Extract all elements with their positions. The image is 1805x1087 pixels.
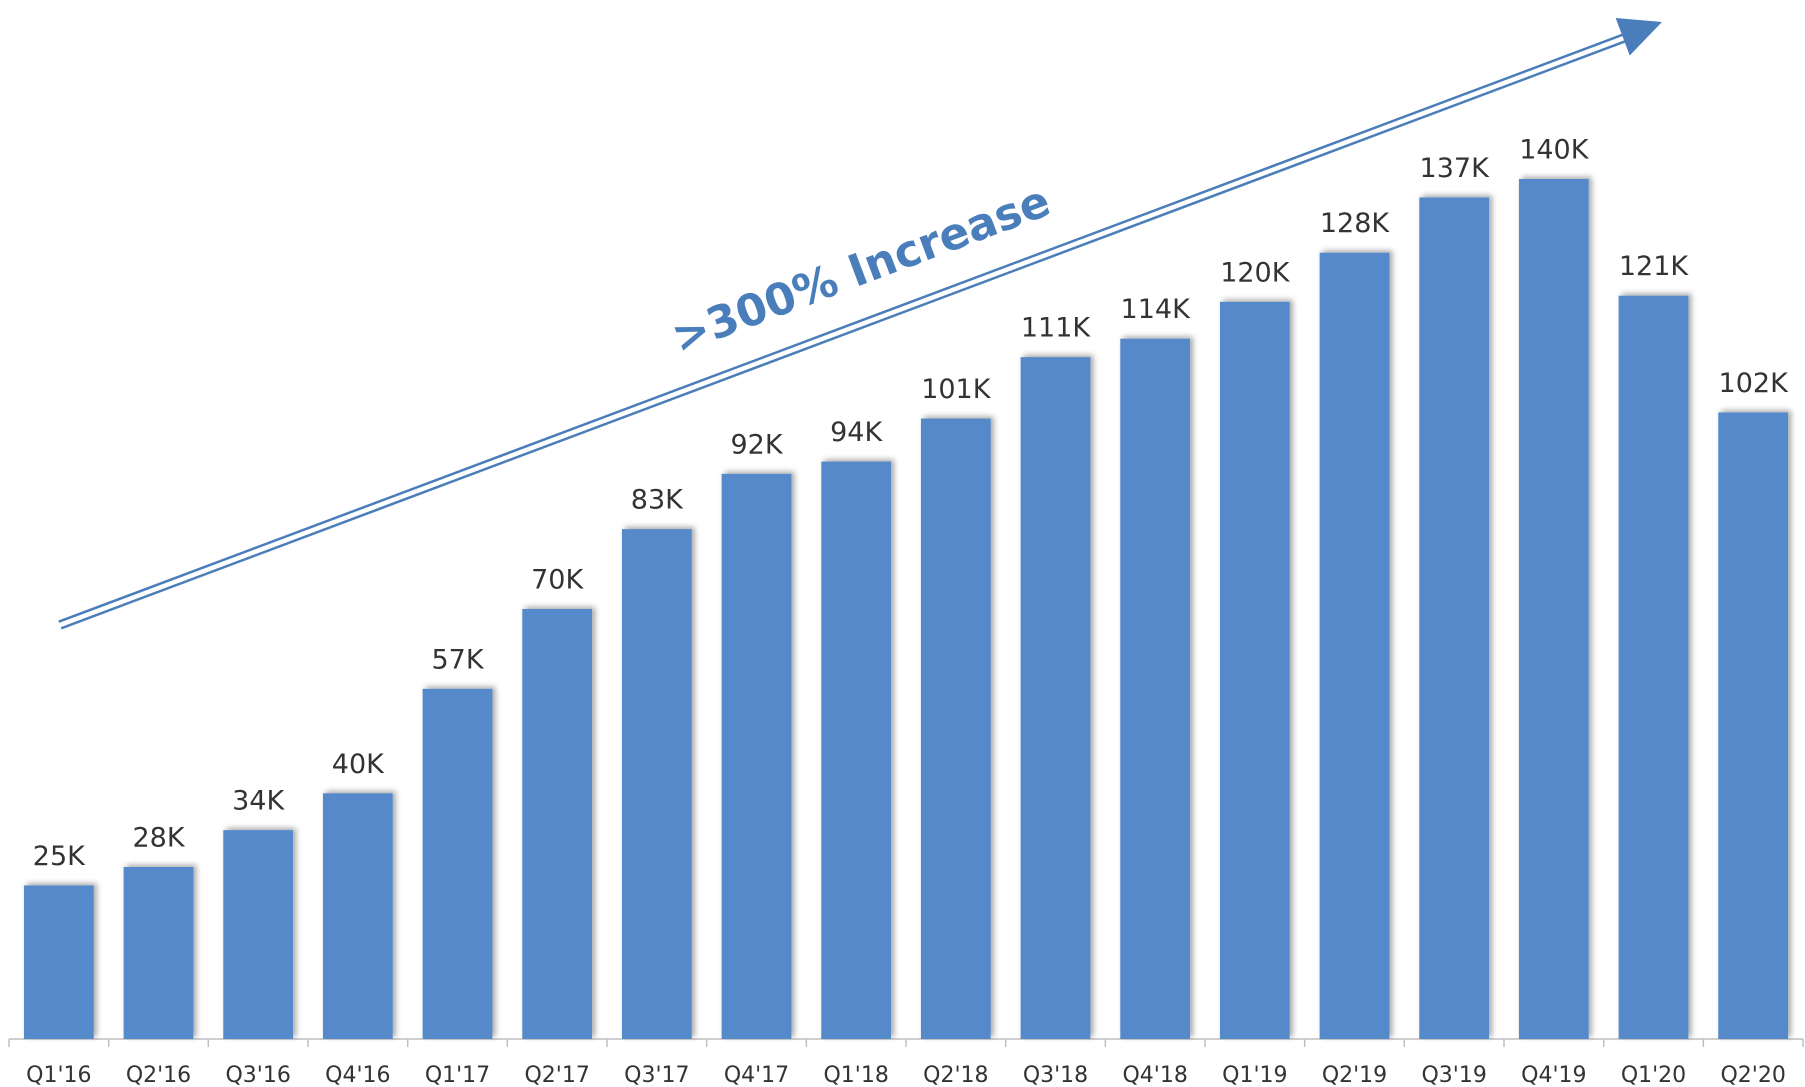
x-tick-label: Q2'20	[1720, 1063, 1785, 1087]
x-tick-label: Q3'17	[624, 1063, 689, 1087]
value-label: 94K	[830, 417, 883, 448]
x-tick-label: Q4'16	[325, 1063, 390, 1087]
x-tick-label: Q1'18	[823, 1063, 888, 1087]
x-tick-label: Q2'18	[923, 1063, 988, 1087]
bar	[621, 529, 692, 1039]
bar	[1618, 295, 1689, 1039]
bar	[1219, 301, 1290, 1039]
value-label: 101K	[921, 374, 992, 405]
value-label: 92K	[730, 429, 783, 460]
bar	[1319, 252, 1390, 1039]
value-label: 114K	[1121, 294, 1192, 325]
x-tick-label: Q1'20	[1621, 1063, 1686, 1087]
x-tick-label: Q1'16	[26, 1063, 91, 1087]
x-tick-label: Q2'19	[1322, 1063, 1387, 1087]
value-label: 83K	[631, 485, 684, 516]
value-label: 102K	[1719, 368, 1790, 399]
value-label: 28K	[132, 823, 185, 854]
value-label: 57K	[431, 644, 484, 675]
value-label: 137K	[1420, 153, 1491, 184]
bar	[522, 609, 593, 1039]
x-tick-label: Q4'19	[1521, 1063, 1586, 1087]
trend-arrow	[58, 18, 1662, 630]
arrow-line	[60, 34, 1642, 630]
bar	[422, 688, 493, 1039]
value-label: 34K	[232, 786, 285, 817]
value-label: 128K	[1320, 208, 1391, 239]
value-label: 70K	[531, 565, 584, 596]
x-tick-label: Q3'18	[1023, 1063, 1088, 1087]
x-tick-label: Q2'16	[126, 1063, 191, 1087]
bar	[1518, 179, 1589, 1039]
value-label: 111K	[1021, 313, 1092, 344]
arrow-head	[1615, 18, 1662, 56]
x-tick-label: Q1'19	[1222, 1063, 1287, 1087]
arrow-line	[58, 27, 1640, 623]
bar	[223, 830, 294, 1039]
bar	[821, 461, 892, 1040]
bar	[23, 885, 94, 1039]
value-label: 121K	[1619, 251, 1690, 282]
bar	[1020, 357, 1091, 1040]
value-label: 140K	[1519, 135, 1590, 166]
bar	[1718, 412, 1789, 1039]
value-label: 120K	[1220, 257, 1291, 288]
value-label: 40K	[332, 749, 385, 780]
value-label: 25K	[33, 841, 86, 872]
x-tick-label: Q4'17	[724, 1063, 789, 1087]
bar	[1120, 338, 1191, 1039]
x-tick-label: Q3'19	[1421, 1063, 1486, 1087]
x-tick-label: Q3'16	[225, 1063, 290, 1087]
bar	[721, 473, 792, 1039]
x-tick-label: Q4'18	[1122, 1063, 1187, 1087]
x-tick-label: Q2'17	[524, 1063, 589, 1087]
bar	[123, 867, 194, 1039]
bar	[1419, 197, 1490, 1039]
bar	[920, 418, 991, 1040]
x-tick-label: Q1'17	[425, 1063, 490, 1087]
bar	[322, 793, 393, 1039]
